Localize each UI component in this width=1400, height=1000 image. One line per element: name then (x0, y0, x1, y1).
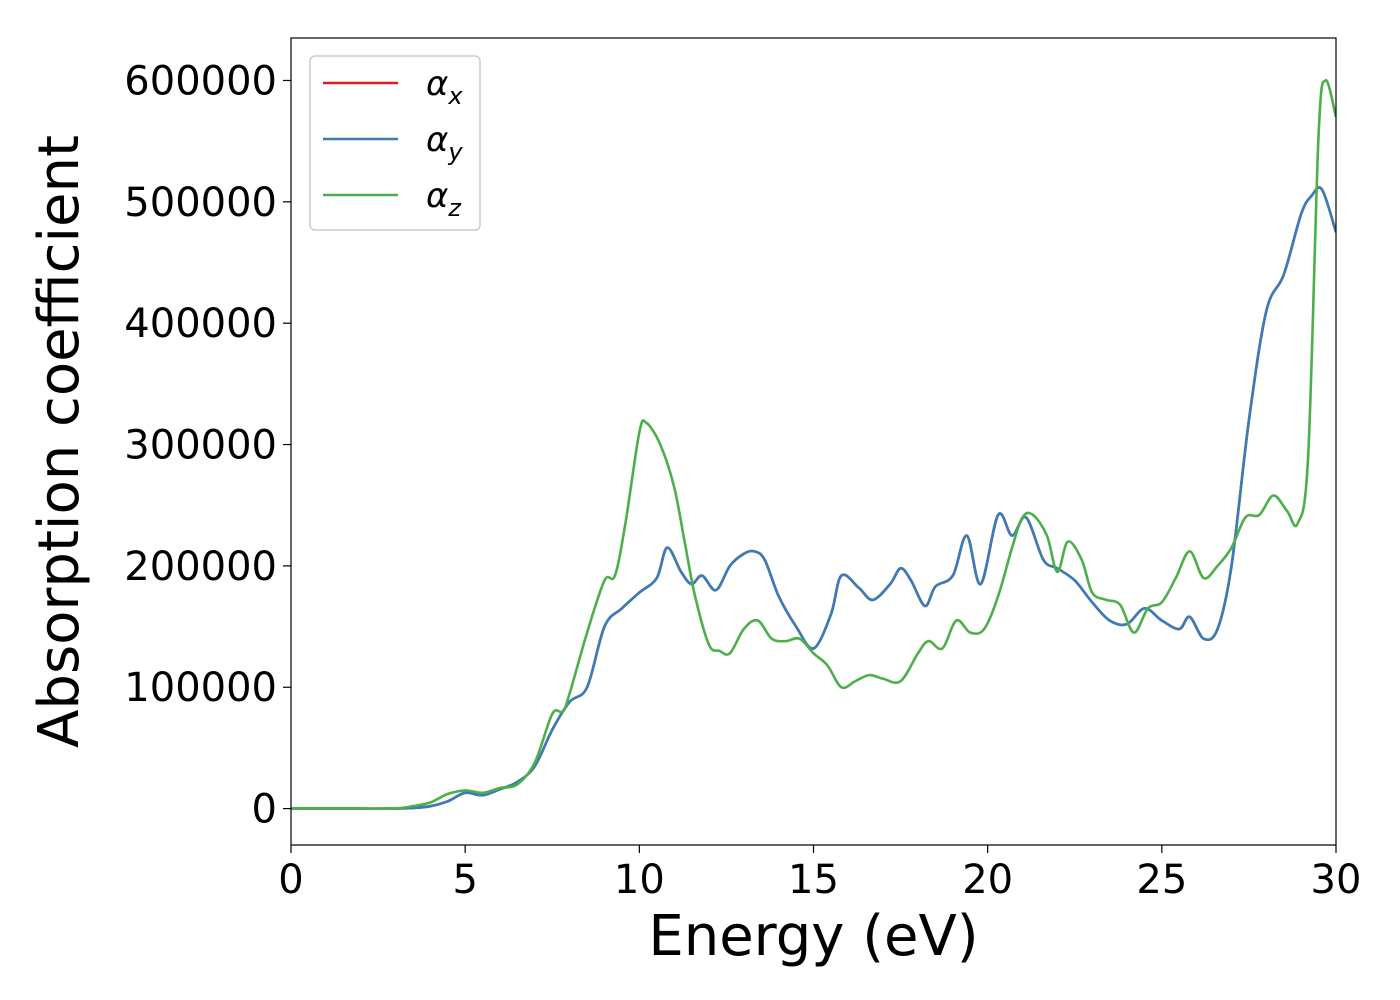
series-line-x (291, 186, 1336, 810)
x-axis-title: Energy (eV) (648, 904, 978, 969)
legend-label-z: αz (426, 176, 462, 222)
series-line-z (291, 79, 1336, 811)
y-axis-title: Absorption coefficient (27, 135, 92, 748)
x-tick-label: 10 (614, 857, 665, 903)
legend-label-y: αy (426, 120, 463, 166)
y-tick-label: 400000 (124, 301, 277, 347)
y-tick-label: 0 (252, 787, 277, 833)
legend-symbol: α (426, 64, 448, 104)
series-line-y (291, 186, 1336, 810)
legend-subscript: y (447, 138, 463, 166)
legend-symbol: α (426, 176, 448, 216)
legend-subscript: z (447, 194, 462, 222)
x-tick-label: 20 (962, 857, 1013, 903)
y-tick-label: 200000 (124, 544, 277, 590)
x-tick-label: 0 (278, 857, 303, 903)
legend-symbol: α (426, 120, 448, 160)
ticks-layer: 0 5 10 15 20 25 30 0 100000 200000 300000 400000 500… (124, 58, 1361, 903)
y-tick-label: 600000 (124, 58, 277, 104)
y-tick-label: 300000 (124, 423, 277, 469)
x-tick-label: 15 (788, 857, 839, 903)
x-tick-label: 30 (1311, 857, 1362, 903)
legend-box (309, 55, 481, 231)
y-tick-label: 100000 (124, 665, 277, 711)
series-layer (291, 79, 1336, 811)
legend-subscript: x (447, 82, 463, 110)
legend-label-x: αx (426, 64, 463, 110)
x-tick-label: 5 (452, 857, 477, 903)
x-tick-label: 25 (1136, 857, 1187, 903)
y-tick-label: 500000 (124, 180, 277, 226)
